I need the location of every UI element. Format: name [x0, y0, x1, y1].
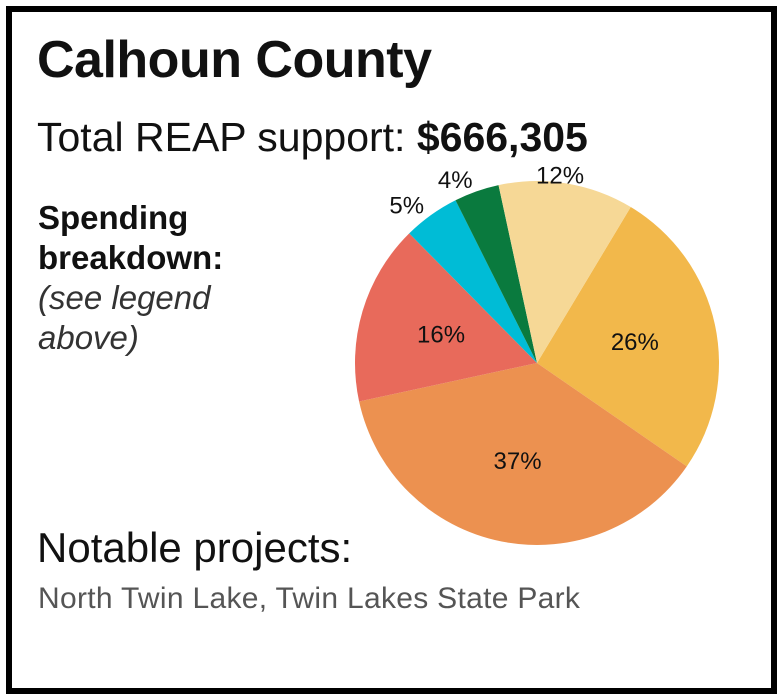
- pie-slice-16pct: [355, 233, 537, 402]
- pie-slice-12pct: [498, 180, 631, 363]
- notable-projects-label: Notable projects:: [37, 524, 353, 571]
- total-support-label: Total REAP support:: [37, 114, 417, 160]
- pie-label-4pct: 4%: [438, 167, 473, 194]
- card-frame: [6, 6, 777, 694]
- pie-label-12pct: 12%: [536, 163, 584, 190]
- pie-label-26pct: 26%: [611, 329, 659, 356]
- spending-breakdown: Spending breakdown: (see legend above): [38, 198, 223, 358]
- breakdown-heading-line1: Spending: [38, 199, 189, 236]
- breakdown-note-line1: (see legend: [38, 279, 211, 316]
- pie-label-37pct: 37%: [494, 448, 542, 475]
- breakdown-note-line2: above): [38, 319, 139, 356]
- pie-slice-4pct: [455, 185, 537, 363]
- breakdown-heading-line2: breakdown:: [38, 239, 224, 276]
- notable-projects-list: North Twin Lake, Twin Lakes State Park: [38, 582, 581, 615]
- pie-label-16pct: 16%: [417, 321, 465, 348]
- total-support-amount: $666,305: [416, 114, 588, 160]
- pie-slice-37pct: [359, 363, 687, 545]
- pie-slice-26pct: [537, 206, 719, 467]
- total-support: Total REAP support: $666,305: [37, 114, 588, 161]
- county-title: Calhoun County: [37, 31, 432, 89]
- pie-slice-5pct: [409, 200, 537, 363]
- pie-label-5pct: 5%: [389, 192, 424, 219]
